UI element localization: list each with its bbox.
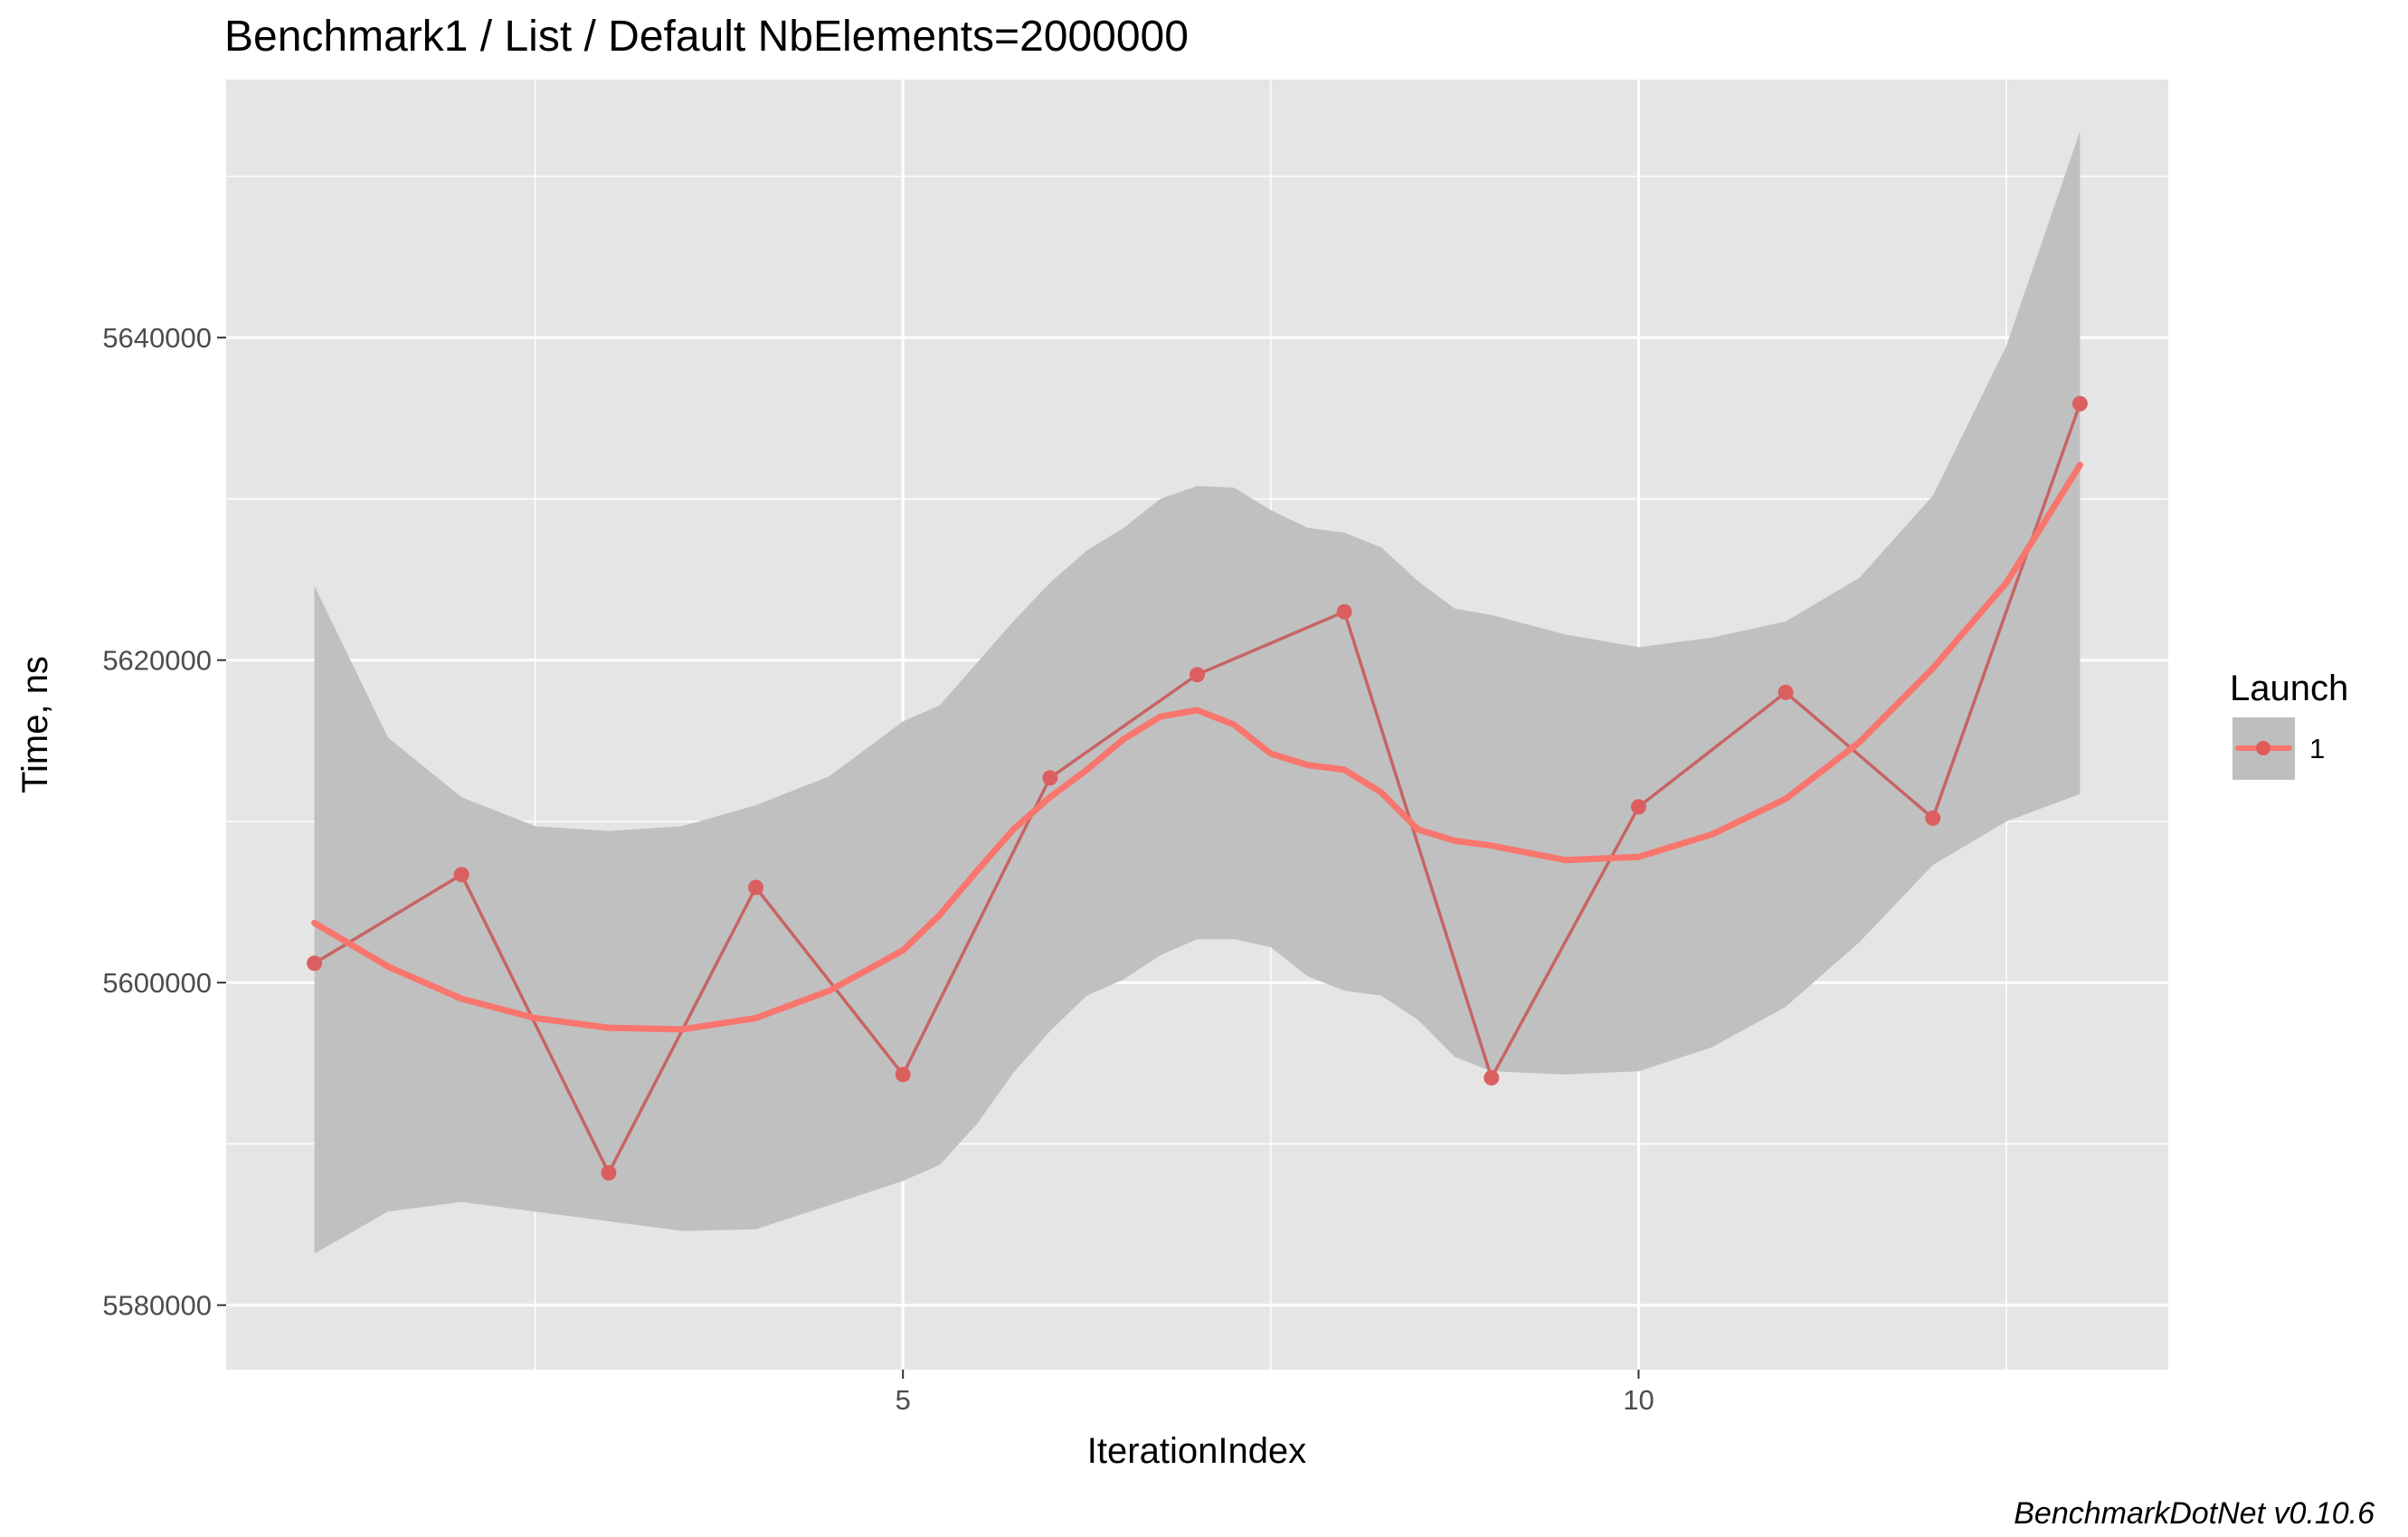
data-point-8: [1336, 603, 1352, 620]
y-tick-label-3: 5640000: [102, 322, 212, 354]
confidence-band-layer: [314, 131, 2081, 1254]
chart-title: Benchmark1 / List / Default NbElements=2…: [224, 13, 1189, 61]
x-axis-ticks: 5 10: [896, 1370, 1654, 1416]
data-point-1: [307, 955, 323, 972]
y-axis-title: Time, ns: [15, 656, 55, 793]
x-tick-label-1: 10: [1623, 1384, 1654, 1416]
data-point-13: [2071, 395, 2088, 412]
data-point-4: [748, 879, 764, 896]
smooth-line-layer: [311, 461, 2083, 1033]
y-tick-label-0: 5580000: [102, 1290, 212, 1322]
data-point-11: [1778, 684, 1794, 700]
legend: Launch 1: [2230, 669, 2348, 782]
data-point-9: [1484, 1069, 1500, 1086]
x-tick-label-0: 5: [896, 1384, 911, 1416]
x-axis-title: IterationIndex: [1087, 1431, 1306, 1471]
data-point-12: [1925, 810, 1941, 826]
data-point-10: [1630, 799, 1646, 815]
smooth-line: [311, 461, 2083, 1033]
legend-key-point: [2256, 741, 2271, 755]
data-point-3: [601, 1165, 617, 1181]
data-point-5: [895, 1067, 911, 1083]
y-tick-label-2: 5620000: [102, 645, 212, 677]
data-point-6: [1042, 770, 1058, 786]
confidence-band: [314, 131, 2081, 1254]
data-points-layer: [307, 395, 2088, 1181]
caption: BenchmarkDotNet v0.10.6: [2014, 1496, 2375, 1531]
y-axis-ticks: 5580000 5600000 5620000 5640000: [102, 322, 226, 1322]
data-point-2: [453, 867, 469, 883]
y-tick-label-1: 5600000: [102, 967, 212, 999]
data-point-7: [1190, 667, 1205, 683]
legend-title: Launch: [2230, 669, 2348, 708]
legend-entry-1: 1: [2309, 733, 2325, 764]
